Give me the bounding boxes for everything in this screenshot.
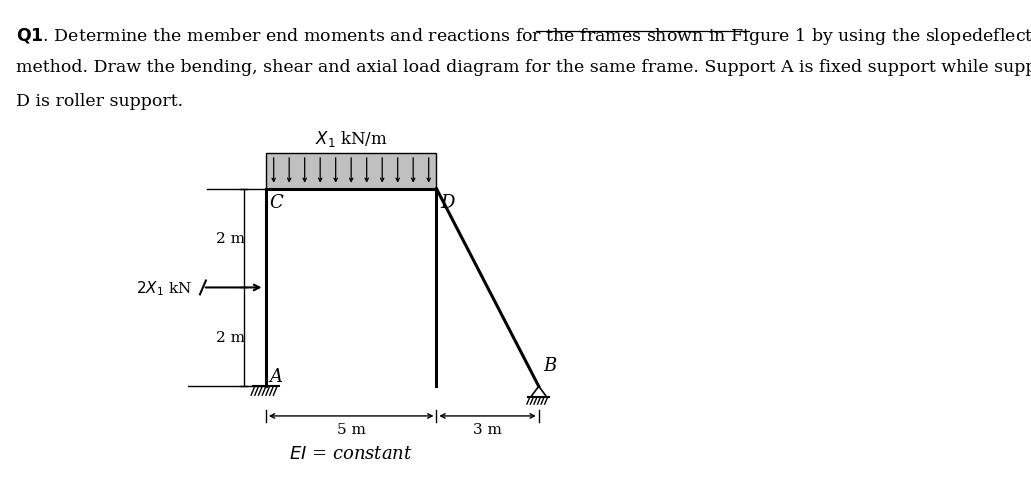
Text: D is roller support.: D is roller support.	[16, 93, 184, 109]
Text: $\mathbf{Q1}$. Determine the member end moments and reactions for the frames sho: $\mathbf{Q1}$. Determine the member end …	[16, 25, 1031, 47]
Polygon shape	[266, 154, 436, 189]
Text: $EI$ = constant: $EI$ = constant	[290, 444, 413, 462]
Text: method. Draw the bending, shear and axial load diagram for the same frame. Suppo: method. Draw the bending, shear and axia…	[16, 59, 1031, 76]
Text: B: B	[543, 357, 557, 375]
Text: 5 m: 5 m	[337, 422, 366, 436]
Text: $X_1$ kN/m: $X_1$ kN/m	[314, 129, 388, 149]
Text: 2 m: 2 m	[215, 231, 244, 245]
Text: D: D	[440, 193, 455, 211]
Text: 2 m: 2 m	[215, 330, 244, 344]
Text: 3 m: 3 m	[473, 422, 502, 436]
Text: C: C	[270, 193, 284, 211]
Text: $2X_1$ kN: $2X_1$ kN	[136, 278, 193, 297]
Text: A: A	[270, 368, 282, 385]
